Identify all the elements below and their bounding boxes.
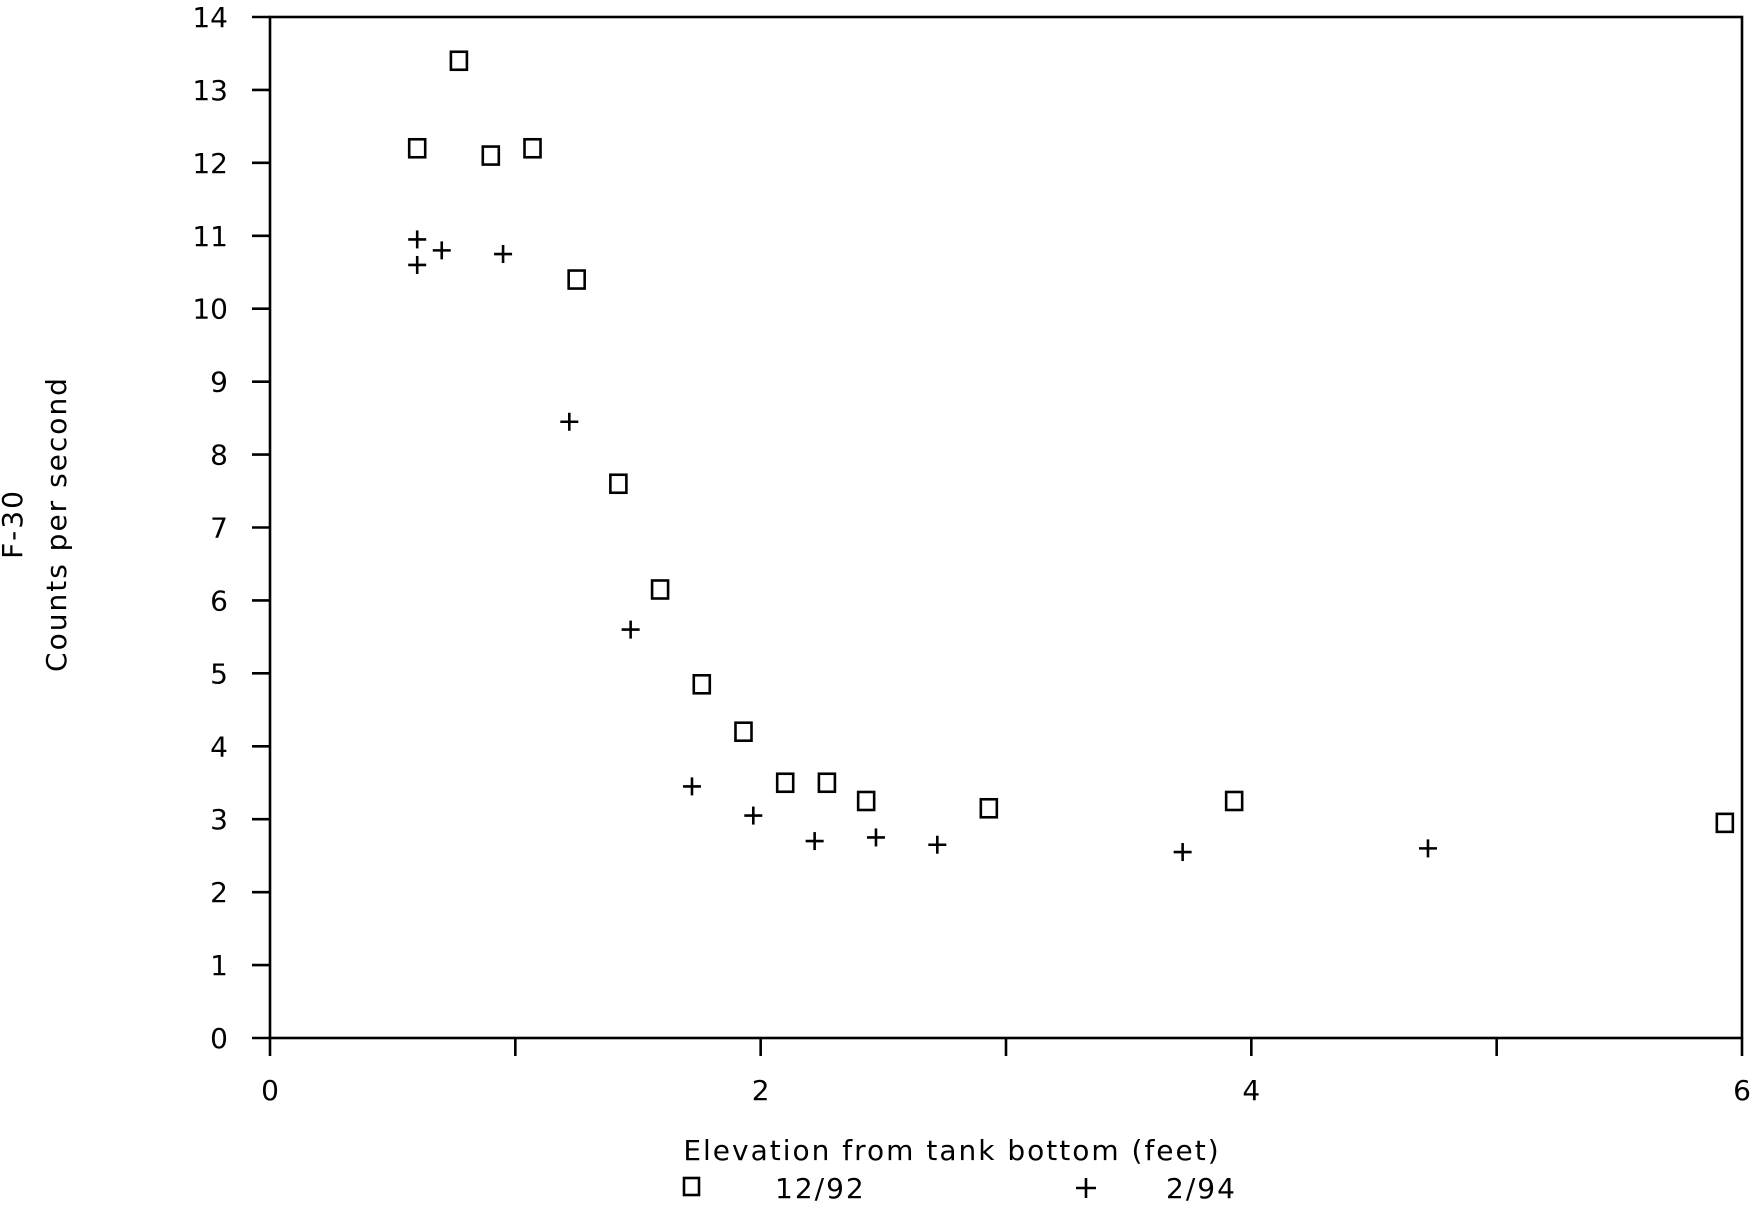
point-12-92: [449, 50, 469, 72]
data-points: [407, 50, 1735, 862]
point-12-92: [567, 269, 586, 290]
point-2-94: [494, 245, 513, 264]
point-12-92: [1715, 812, 1735, 834]
x-tick-label: 6: [1733, 1074, 1751, 1107]
point-12-92: [609, 473, 628, 495]
plot-frame: [268, 15, 1744, 1040]
point-2-94: [928, 835, 947, 854]
x-tick-label: 0: [261, 1074, 279, 1107]
y-tick-label: 2: [210, 876, 228, 909]
figure-id-label: F-30: [0, 489, 29, 559]
point-12-92: [817, 772, 837, 794]
x-tick-label: 2: [752, 1074, 770, 1107]
y-tick-label: 6: [210, 584, 228, 617]
point-12-92: [979, 797, 999, 819]
point-2-94: [432, 241, 451, 260]
y-tick-label: 13: [192, 74, 228, 107]
y-tick-label: 11: [192, 220, 228, 253]
y-tick-label: 4: [210, 730, 228, 763]
x-axis-ticks: 0 2 4 6: [261, 1038, 1751, 1107]
point-12-92: [692, 673, 712, 695]
point-2-94: [621, 620, 640, 639]
point-2-94: [744, 806, 763, 825]
x-axis-title: Elevation from tank bottom (feet): [683, 1134, 1220, 1167]
point-2-94: [866, 828, 885, 847]
y-tick-label: 8: [210, 439, 228, 472]
point-12-92: [523, 137, 542, 159]
x-tick-label: 4: [1242, 1074, 1260, 1107]
y-tick-label: 9: [210, 366, 228, 399]
legend-label-2-94: 2/94: [1166, 1172, 1237, 1205]
y-tick-label: 10: [192, 293, 228, 326]
legend-plus-marker: [1076, 1178, 1096, 1198]
y-axis-title: Counts per second: [40, 376, 73, 672]
y-tick-label: 5: [210, 657, 228, 690]
point-2-94: [408, 255, 427, 274]
point-2-94: [1418, 839, 1437, 858]
y-tick-label: 14: [192, 1, 228, 34]
point-12-92: [1224, 790, 1244, 812]
y-tick-label: 7: [210, 512, 228, 545]
y-tick-label: 3: [210, 803, 228, 836]
point-2-94: [1173, 843, 1192, 862]
point-2-94: [408, 230, 427, 249]
point-12-92: [775, 772, 795, 794]
point-12-92: [734, 721, 753, 743]
point-2-94: [805, 832, 824, 851]
legend: 12/92 2/94: [682, 1172, 1237, 1205]
legend-label-12-92: 12/92: [775, 1172, 866, 1205]
y-tick-label: 12: [192, 147, 228, 180]
point-2-94: [560, 412, 579, 431]
point-2-94: [682, 777, 701, 796]
point-12-92: [856, 790, 876, 812]
legend-square-marker: [682, 1176, 701, 1197]
point-12-92: [481, 145, 501, 166]
point-12-92: [650, 579, 670, 600]
point-12-92: [407, 137, 427, 159]
y-tick-label: 1: [210, 949, 228, 982]
y-tick-label: 0: [210, 1022, 228, 1055]
